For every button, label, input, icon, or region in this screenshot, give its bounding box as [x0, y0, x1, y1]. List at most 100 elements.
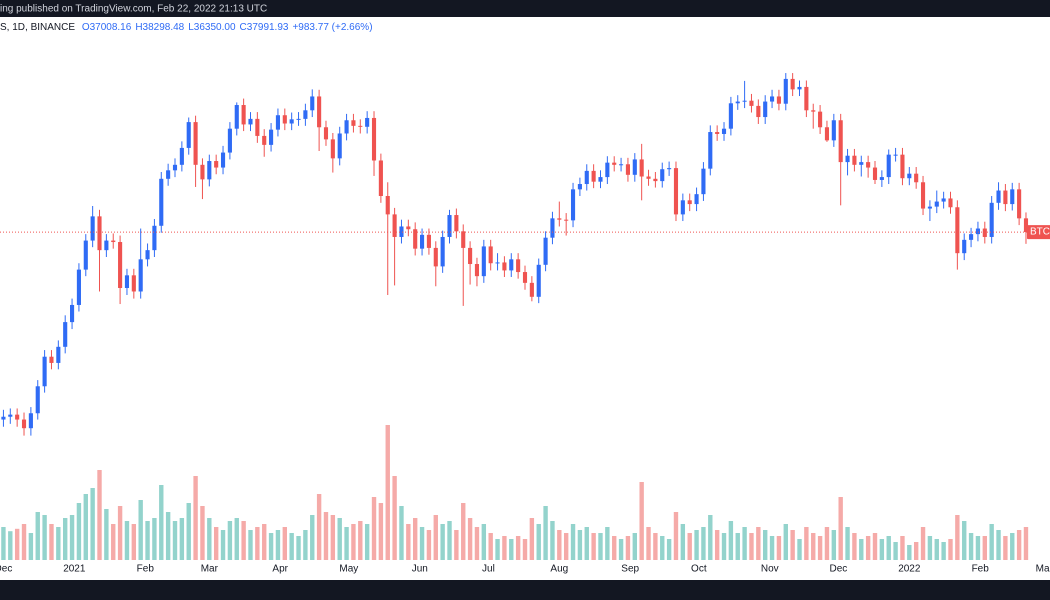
ohlc-value: L36350.00	[188, 22, 236, 33]
volume-bar	[21, 524, 27, 560]
candle-body	[21, 419, 27, 429]
candle-body	[811, 110, 816, 112]
volume-bar	[728, 521, 734, 560]
volume-bar	[797, 539, 802, 560]
candle-body	[872, 167, 878, 180]
candle-body	[756, 105, 761, 118]
volume-bar	[69, 515, 75, 560]
candle-body	[90, 216, 95, 241]
candle-body	[413, 229, 418, 249]
candle-body	[220, 152, 226, 168]
volume-bar	[159, 485, 164, 560]
volume-bar	[522, 539, 528, 560]
volume-bar	[227, 521, 233, 560]
volume-bar	[666, 539, 672, 560]
volume-bar	[56, 527, 61, 560]
volume-bar	[927, 536, 933, 560]
price-tag-label: BTCUSDT	[1030, 227, 1050, 238]
candle-body	[310, 96, 315, 111]
volume-bar	[1, 527, 6, 560]
volume-bar	[152, 518, 157, 560]
candle-body	[186, 122, 191, 148]
volume-bar	[207, 518, 212, 560]
volume-bar	[831, 530, 837, 560]
candle-body	[687, 200, 692, 205]
volume-bar	[570, 524, 576, 560]
volume-bar	[131, 524, 137, 560]
candle-body	[728, 103, 733, 129]
volume-bar	[447, 521, 452, 560]
volume-bar	[543, 506, 548, 560]
candle-body	[639, 159, 644, 177]
volume-bar	[351, 524, 356, 560]
volume-bar	[625, 536, 631, 560]
x-tick-label: Oct	[691, 564, 707, 575]
candle-body	[166, 170, 171, 179]
price-tag	[1027, 225, 1050, 240]
candle-body	[495, 262, 500, 264]
candle-body	[282, 115, 287, 124]
candle-body	[584, 170, 589, 185]
candle-body	[179, 147, 184, 165]
volume-bar	[255, 527, 260, 560]
volume-bar	[461, 503, 466, 560]
candle-body	[104, 240, 109, 251]
candle-body	[1010, 189, 1015, 205]
symbol-info: S, 1D, BINANCE	[0, 22, 75, 33]
candle-body	[351, 120, 356, 126]
candle-body	[790, 78, 795, 90]
volume-bar	[838, 497, 843, 560]
volume-bar	[104, 509, 109, 560]
candle-body	[131, 275, 136, 292]
candle-body	[433, 247, 438, 267]
volume-bar	[193, 476, 198, 560]
volume-bar	[433, 515, 438, 560]
volume-bar	[378, 503, 384, 560]
candle-body	[927, 206, 932, 209]
x-tick-label: Dec	[830, 564, 848, 575]
volume-bar	[509, 539, 514, 560]
candle-body	[296, 118, 301, 120]
volume-bar	[886, 536, 891, 560]
volume-bar	[749, 533, 754, 560]
volume-bar	[111, 524, 116, 560]
volume-bar	[413, 518, 418, 560]
x-tick-label: Jun	[412, 564, 428, 575]
volume-bar	[708, 515, 713, 560]
x-tick-label: Mar	[201, 564, 219, 575]
candle-body	[255, 118, 260, 136]
volume-bar	[859, 539, 864, 560]
volume-bar	[371, 497, 377, 560]
candle-body	[653, 178, 658, 182]
volume-bar	[220, 530, 226, 560]
volume-bar	[598, 533, 603, 560]
candle-body	[632, 159, 637, 175]
volume-bar	[653, 533, 658, 560]
candle-body	[701, 168, 706, 195]
volume-bar	[330, 515, 336, 560]
x-tick-label: May	[339, 564, 358, 575]
volume-bar	[982, 536, 987, 560]
volume-bar	[673, 512, 679, 560]
candle-body	[516, 259, 521, 273]
volume-bar	[241, 521, 246, 560]
volume-bar	[563, 533, 569, 560]
volume-bar	[234, 518, 239, 560]
volume-bar	[811, 533, 816, 560]
candle-body	[886, 154, 891, 178]
volume-bar	[90, 488, 95, 560]
candle-body	[955, 207, 960, 254]
candle-body	[818, 111, 823, 128]
volume-bar	[399, 506, 404, 560]
x-tick-label: Jul	[482, 564, 495, 575]
candle-body	[934, 201, 939, 207]
volume-bar	[515, 536, 521, 560]
candle-body	[522, 272, 528, 283]
volume-bar	[289, 533, 294, 560]
candle-body	[145, 250, 150, 260]
volume-bar	[364, 524, 370, 560]
volume-bar	[268, 533, 274, 560]
volume-bar	[735, 533, 740, 560]
candle-body	[461, 231, 466, 248]
